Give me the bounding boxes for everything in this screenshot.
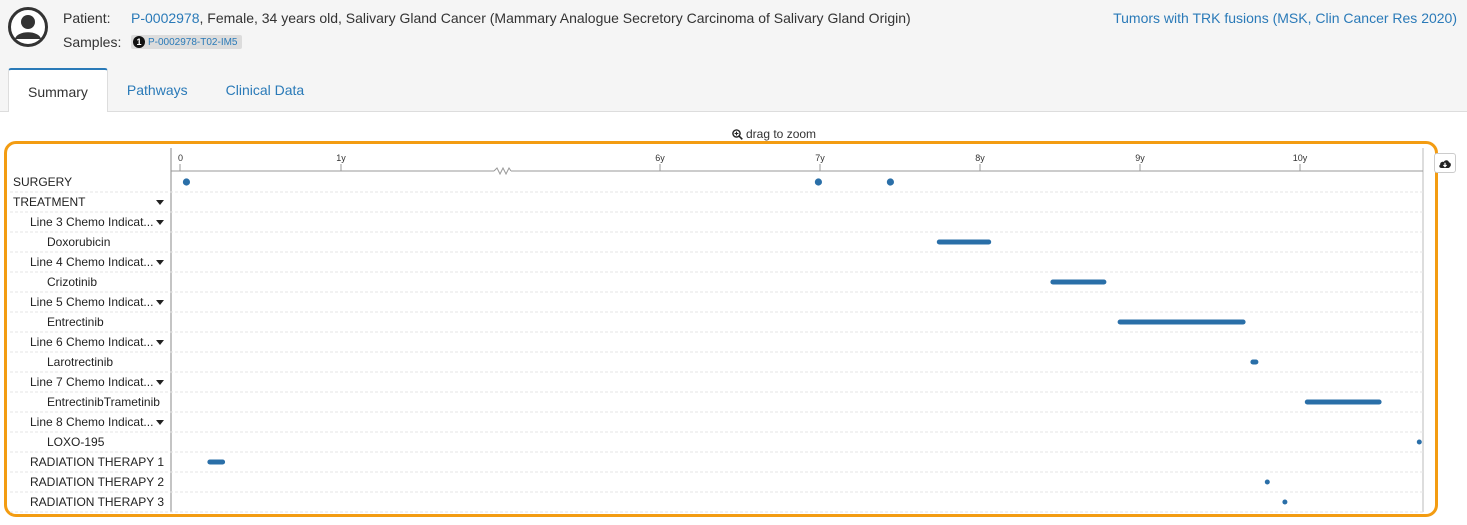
axis-break-icon [493,166,512,176]
timeline-event-range[interactable] [936,239,992,245]
timeline-row-label[interactable]: Line 8 Chemo Indicat... [30,415,154,429]
timeline-row-label[interactable]: Line 5 Chemo Indicat... [30,295,154,309]
tab-bar: Summary Pathways Clinical Data [8,68,323,112]
axis-tick-label: 10y [1293,153,1308,163]
axis-tick-label: 0 [178,153,183,163]
zoom-hint-text: drag to zoom [746,127,817,141]
sample-id: P-0002978-T02-IM5 [148,36,238,48]
sample-number-icon: 1 [133,36,145,48]
axis-tick-label: 9y [1135,153,1145,163]
caret-down-icon[interactable] [156,200,164,205]
timeline-event-range[interactable] [1050,279,1107,285]
patient-avatar-icon [8,7,48,47]
timeline-event-range[interactable] [207,459,226,465]
samples-label: Samples: [63,34,122,50]
timeline-row-label[interactable]: Line 4 Chemo Indicat... [30,255,154,269]
timeline-event-range[interactable] [1117,319,1246,325]
timeline-row-label: Entrectinib [47,315,104,329]
study-link[interactable]: Tumors with TRK fusions (MSK, Clin Cance… [1113,10,1457,26]
patient-label: Patient: [63,10,111,26]
caret-down-icon[interactable] [156,260,164,265]
timeline-row-label[interactable]: Line 7 Chemo Indicat... [30,375,154,389]
caret-down-icon[interactable] [156,340,164,345]
tab-summary[interactable]: Summary [8,68,108,112]
sample-badge[interactable]: 1 P-0002978-T02-IM5 [131,35,242,49]
timeline-row-label[interactable]: Line 3 Chemo Indicat... [30,215,154,229]
tab-pathways[interactable]: Pathways [126,82,188,98]
axis-tick-label: 6y [655,153,665,163]
timeline-event-point[interactable] [182,178,191,186]
timeline-row-label: Larotrectinib [47,355,114,369]
timeline-event-point[interactable] [814,178,823,186]
timeline-row-label: LOXO-195 [47,435,105,449]
timeline-event-point[interactable] [886,178,895,186]
timeline-event-range[interactable] [1250,359,1259,365]
timeline-row-label: RADIATION THERAPY 3 [30,495,165,509]
timeline-row-label: Crizotinib [47,275,98,289]
patient-details: , Female, 34 years old, Salivary Gland C… [199,10,911,26]
axis-tick-label: 8y [975,153,985,163]
caret-down-icon[interactable] [156,300,164,305]
timeline-event-range[interactable] [1416,439,1422,445]
timeline-event-range[interactable] [1264,479,1270,485]
caret-down-icon[interactable] [156,380,164,385]
caret-down-icon[interactable] [156,220,164,225]
timeline-row-label[interactable]: Line 6 Chemo Indicat... [30,335,154,349]
timeline-row-label: RADIATION THERAPY 2 [30,475,165,489]
timeline-row-label: EntrectinibTrametinib [47,395,160,409]
patient-id-link[interactable]: P-0002978 [131,10,200,26]
timeline-event-range[interactable] [1304,399,1382,405]
caret-down-icon[interactable] [156,420,164,425]
zoom-in-icon [732,128,743,140]
timeline-row-label: RADIATION THERAPY 1 [30,455,165,469]
timeline-row-label: Doxorubicin [47,235,111,249]
timeline-row-label[interactable]: TREATMENT [13,195,86,209]
zoom-hint: drag to zoom [732,127,816,141]
timeline-event-range[interactable] [1282,499,1288,505]
axis-tick-label: 1y [336,153,346,163]
patient-header: Patient: P-0002978, Female, 34 years old,… [0,0,1467,112]
timeline-row-label: SURGERY [13,175,73,189]
patient-info: Patient: P-0002978, Female, 34 years old,… [63,10,911,26]
samples-info: Samples: 1 P-0002978-T02-IM5 [63,34,242,50]
download-button[interactable] [1434,153,1456,173]
cloud-download-icon [1439,159,1451,168]
axis-tick-label: 7y [815,153,825,163]
tab-clinical-data[interactable]: Clinical Data [225,82,305,98]
timeline-highlight-frame [4,141,1438,517]
